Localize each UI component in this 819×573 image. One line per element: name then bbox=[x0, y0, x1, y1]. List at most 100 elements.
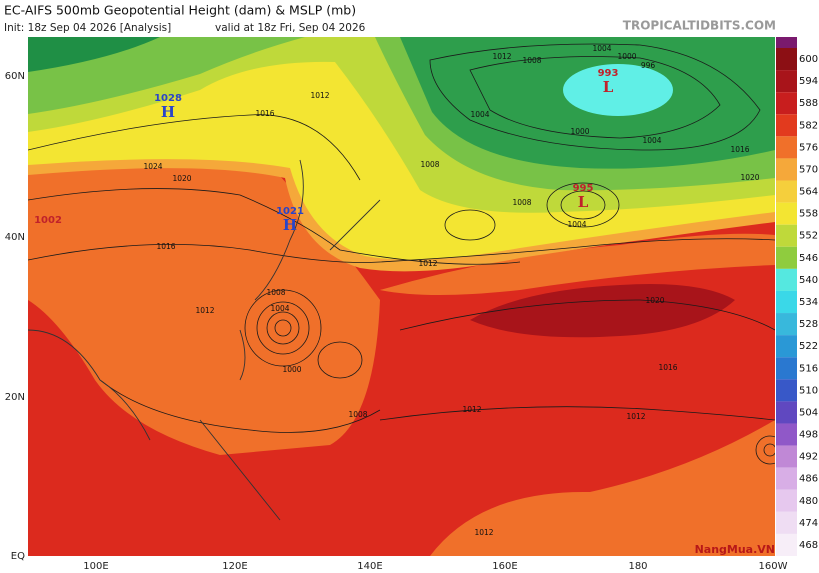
colorbar-cell bbox=[776, 48, 797, 71]
colorbar-cell bbox=[776, 401, 797, 424]
center-letter: L bbox=[578, 193, 589, 211]
contour-label: 1008 bbox=[348, 410, 367, 419]
contour-label: 1016 bbox=[156, 242, 175, 251]
contour-label: 1008 bbox=[420, 160, 439, 169]
colorbar-label: 522 bbox=[799, 341, 818, 352]
map bbox=[28, 37, 775, 556]
valid-time: valid at 18z Fri, Sep 04 2026 bbox=[215, 22, 366, 34]
contour-label: 1008 bbox=[522, 56, 541, 65]
init-time: Init: 18z Sep 04 2026 [Analysis] bbox=[4, 22, 171, 34]
contour-label: 1016 bbox=[255, 109, 274, 118]
contour-label: 1012 bbox=[195, 306, 214, 315]
contour-label: 1012 bbox=[310, 91, 329, 100]
colorbar-cell bbox=[776, 158, 797, 181]
colorbar-cell bbox=[776, 313, 797, 336]
colorbar-label: 582 bbox=[799, 120, 818, 131]
contour-label: 1020 bbox=[645, 296, 664, 305]
contour-label: 1020 bbox=[172, 174, 191, 183]
colorbar-label: 528 bbox=[799, 319, 818, 330]
lon-label: 160W bbox=[759, 561, 788, 572]
contour-label: 1012 bbox=[474, 528, 493, 537]
lat-label: EQ bbox=[11, 551, 25, 562]
contour-label: 1004 bbox=[567, 220, 586, 229]
colorbar-cell bbox=[776, 268, 797, 291]
colorbar-label: 558 bbox=[799, 209, 818, 220]
colorbar-label: 510 bbox=[799, 385, 818, 396]
center-pressure: 1028 bbox=[154, 93, 182, 104]
colorbar-label: 468 bbox=[799, 540, 818, 551]
lon-label: 120E bbox=[222, 561, 247, 572]
center-pressure: 993 bbox=[598, 68, 619, 79]
title: EC-AIFS 500mb Geopotential Height (dam) … bbox=[4, 3, 356, 18]
contour-label: 996 bbox=[641, 61, 656, 70]
colorbar-cell bbox=[776, 114, 797, 137]
colorbar-cell bbox=[776, 511, 797, 534]
colorbar-label: 570 bbox=[799, 164, 818, 175]
colorbar-label: 588 bbox=[799, 98, 818, 109]
colorbar-label: 546 bbox=[799, 253, 818, 264]
contour-label: 1004 bbox=[470, 110, 489, 119]
colorbar-cell bbox=[776, 70, 797, 93]
contour-label: 1004 bbox=[592, 44, 611, 53]
lon-label: 140E bbox=[357, 561, 382, 572]
center-letter: L bbox=[603, 78, 614, 96]
colorbar-label: 486 bbox=[799, 474, 818, 485]
colorbar-label: 498 bbox=[799, 430, 818, 441]
lon-label: 180 bbox=[628, 561, 647, 572]
lon-label: 160E bbox=[492, 561, 517, 572]
watermark: NangMua.VN bbox=[695, 543, 775, 556]
contour-label: 1004 bbox=[270, 304, 289, 313]
colorbar-label: 600 bbox=[799, 54, 818, 65]
colorbar-label: 594 bbox=[799, 76, 818, 87]
center-letter: H bbox=[283, 216, 297, 234]
colorbar-label: 474 bbox=[799, 518, 818, 529]
lon-label: 100E bbox=[83, 561, 108, 572]
contour-label: 1012 bbox=[626, 412, 645, 421]
lat-label: 20N bbox=[5, 392, 25, 403]
colorbar-cell bbox=[776, 357, 797, 380]
contour-label: 1020 bbox=[740, 173, 759, 182]
contour-label: 1004 bbox=[642, 136, 661, 145]
contour-label: 1008 bbox=[512, 198, 531, 207]
colorbar-cell bbox=[776, 445, 797, 468]
contour-label: 1000 bbox=[617, 52, 636, 61]
center-pressure: 1021 bbox=[276, 206, 304, 217]
lat-label: 40N bbox=[5, 232, 25, 243]
colorbar-cell bbox=[776, 335, 797, 358]
lat-label: 60N bbox=[5, 71, 25, 82]
contour-label: 1012 bbox=[492, 52, 511, 61]
center-letter: H bbox=[161, 103, 175, 121]
colorbar-cell bbox=[776, 533, 797, 556]
colorbar-cell bbox=[776, 379, 797, 402]
colorbar-cell bbox=[776, 224, 797, 247]
colorbar-label: 534 bbox=[799, 297, 818, 308]
contour-label: 1012 bbox=[418, 259, 437, 268]
colorbar-cell bbox=[776, 202, 797, 225]
center-pressure: 1002 bbox=[34, 215, 62, 226]
colorbar: 600 594 588 582 576 570 564 558 552 546 540 534 528 5… bbox=[776, 37, 818, 556]
colorbar-label: 516 bbox=[799, 363, 818, 374]
colorbar-label: 564 bbox=[799, 187, 818, 198]
colorbar-label: 492 bbox=[799, 452, 818, 463]
colorbar-cell bbox=[776, 423, 797, 446]
colorbar-label: 552 bbox=[799, 231, 818, 242]
contour-label: 1000 bbox=[570, 127, 589, 136]
colorbar-cell bbox=[776, 246, 797, 269]
colorbar-cell bbox=[776, 92, 797, 115]
site-name: TROPICALTIDBITS.COM bbox=[623, 19, 776, 33]
colorbar-cell bbox=[776, 136, 797, 159]
colorbar-cell bbox=[776, 180, 797, 203]
contour-label: 1012 bbox=[462, 405, 481, 414]
colorbar-cell bbox=[776, 489, 797, 512]
contour-label: 1016 bbox=[730, 145, 749, 154]
colorbar-cell bbox=[776, 290, 797, 314]
contour-label: 1024 bbox=[143, 162, 162, 171]
contour-label: 1000 bbox=[282, 365, 301, 374]
contour-label: 1008 bbox=[266, 288, 285, 297]
colorbar-top bbox=[776, 37, 797, 48]
contour-label: 1016 bbox=[658, 363, 677, 372]
colorbar-label: 576 bbox=[799, 142, 818, 153]
colorbar-cell bbox=[776, 467, 797, 490]
colorbar-label: 504 bbox=[799, 407, 818, 418]
